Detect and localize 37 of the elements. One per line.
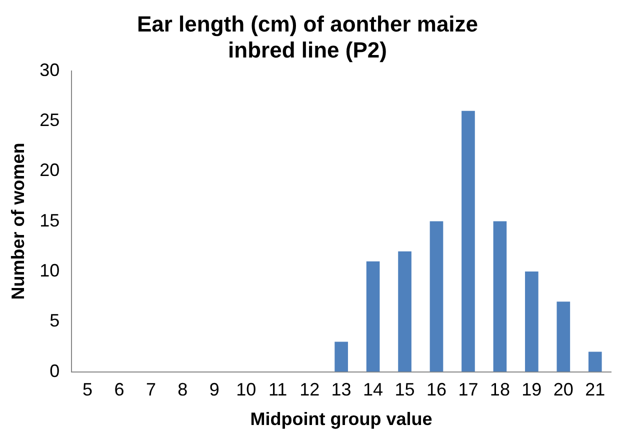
x-tick-label: 11: [268, 380, 288, 400]
x-tick-label: 12: [300, 380, 320, 400]
x-tick-label: 18: [490, 380, 510, 400]
x-tick-label: 14: [363, 380, 384, 400]
x-tick-label: 16: [426, 380, 447, 400]
bar: [430, 221, 444, 372]
x-tick-label: 8: [178, 380, 188, 400]
y-tick-label: 25: [40, 110, 60, 130]
bar: [334, 342, 348, 372]
y-axis-title: Number of women: [8, 142, 28, 300]
y-tick-label: 10: [40, 260, 60, 280]
bar: [588, 352, 602, 372]
y-tick-label: 15: [40, 210, 60, 230]
x-tick-label: 15: [394, 380, 415, 400]
text: inbred line (P2): [228, 38, 387, 63]
x-tick-label: 7: [146, 380, 156, 400]
x-tick-label: 17: [458, 380, 478, 400]
x-axis-title: Midpoint group value: [250, 409, 432, 430]
bar: [556, 302, 570, 372]
y-tick-label: 0: [50, 360, 60, 381]
y-tick-label: 20: [40, 160, 60, 180]
x-tick-label: 21: [585, 380, 606, 400]
bar: [366, 261, 380, 372]
x-tick-label: 6: [114, 380, 124, 400]
bar: [525, 271, 538, 372]
text: Ear length (cm) of aonther maize: [136, 11, 478, 36]
x-tick-label: 9: [209, 380, 220, 400]
x-tick-label: 19: [522, 380, 542, 400]
bar: [493, 221, 507, 372]
y-tick-label: 30: [40, 60, 60, 80]
x-tick-label: 5: [82, 380, 92, 400]
x-tick-label: 20: [553, 380, 574, 400]
x-tick-label: 10: [236, 380, 256, 400]
y-tick-label: 5: [50, 310, 60, 331]
x-tick-label: 13: [331, 380, 352, 400]
bar: [398, 251, 412, 372]
bar: [462, 110, 475, 372]
